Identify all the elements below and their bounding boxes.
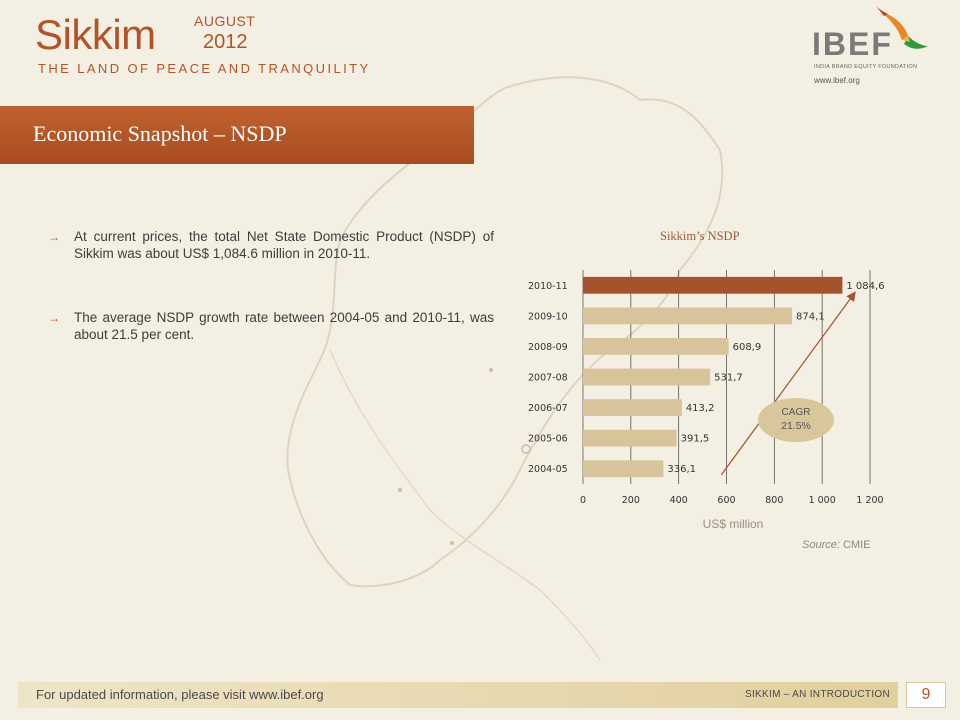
- logo-url: www.ibef.org: [814, 76, 860, 85]
- category-label: 2008-09: [528, 342, 568, 353]
- x-tick-label: 800: [765, 495, 783, 506]
- map-outline: [286, 76, 724, 588]
- nsdp-bar-chart: 0 200 400 600 800 1 000 1 200 2010-11 1 084,6 200…: [528, 270, 885, 531]
- source-prefix: Source:: [802, 539, 840, 551]
- map-inner-outline: [329, 349, 601, 661]
- data-label: 531,7: [714, 373, 743, 384]
- data-label: 1 084,6: [846, 281, 884, 292]
- chart-title: Sikkim’s NSDP: [660, 229, 740, 243]
- category-label: 2009-10: [528, 311, 568, 322]
- logo-name: IBEF: [812, 26, 893, 62]
- x-tick-label: 1 200: [856, 495, 883, 506]
- cagr-value: 21.5%: [781, 420, 811, 432]
- section-banner: Economic Snapshot – NSDP: [0, 106, 474, 164]
- map-dot: [489, 368, 493, 372]
- map-dot: [450, 541, 454, 545]
- page-number: 9: [906, 682, 946, 708]
- x-axis-title: US$ million: [703, 517, 764, 531]
- x-tick-label: 400: [670, 495, 688, 506]
- footer-section-label: SIKKIM – AN INTRODUCTION: [745, 689, 890, 700]
- trend-arrow: [720, 291, 856, 476]
- bullet-point: → At current prices, the total Net State…: [48, 228, 494, 262]
- x-tick-label: 0: [580, 495, 586, 506]
- category-label: 2010-11: [528, 281, 568, 292]
- header-year: 2012: [203, 31, 248, 53]
- bullet-text: At current prices, the total Net State D…: [74, 229, 494, 261]
- bar: [583, 338, 729, 355]
- cagr-badge: [758, 398, 834, 442]
- chart-source: Source: CMIE: [802, 539, 870, 551]
- header-month: AUGUST: [194, 13, 256, 29]
- category-label: 2005-06: [528, 434, 568, 445]
- category-label: 2007-08: [528, 373, 568, 384]
- ibef-logo: IBEF INDIA BRAND EQUITY FOUNDATION www.i…: [812, 6, 932, 92]
- bar: [583, 399, 682, 416]
- arrow-right-icon: →: [48, 311, 60, 325]
- logo-subtitle: INDIA BRAND EQUITY FOUNDATION: [814, 64, 918, 70]
- bar: [583, 460, 664, 478]
- data-label: 391,5: [681, 434, 710, 445]
- header-tagline: THE LAND OF PEACE AND TRANQUILITY: [38, 61, 371, 76]
- bar: [583, 429, 677, 447]
- bird-icon: [876, 6, 928, 49]
- section-title: Economic Snapshot – NSDP: [33, 121, 287, 146]
- bar: [583, 368, 711, 386]
- footer-link-text[interactable]: For updated information, please visit ww…: [36, 687, 324, 702]
- bullet-point: → The average NSDP growth rate between 2…: [48, 309, 494, 343]
- data-label: 608,9: [733, 342, 762, 353]
- bar: [583, 307, 793, 325]
- data-label: 413,2: [686, 403, 715, 414]
- x-tick-label: 200: [622, 495, 640, 506]
- footer-bar: For updated information, please visit ww…: [18, 682, 898, 708]
- cagr-label: CAGR: [782, 407, 811, 418]
- data-label: 874,1: [796, 311, 825, 322]
- x-tick-label: 600: [717, 495, 735, 506]
- category-label: 2006-07: [528, 403, 568, 414]
- page-title: Sikkim: [35, 11, 156, 58]
- bar: [583, 276, 843, 294]
- category-label: 2004-05: [528, 464, 568, 475]
- arrow-right-icon: →: [48, 230, 60, 244]
- source-name: CMIE: [842, 539, 871, 551]
- x-tick-label: 1 000: [809, 495, 836, 506]
- map-ring: [521, 444, 531, 454]
- map-dot: [398, 488, 402, 492]
- data-label: 336,1: [667, 464, 696, 475]
- bullet-text: The average NSDP growth rate between 200…: [74, 310, 494, 342]
